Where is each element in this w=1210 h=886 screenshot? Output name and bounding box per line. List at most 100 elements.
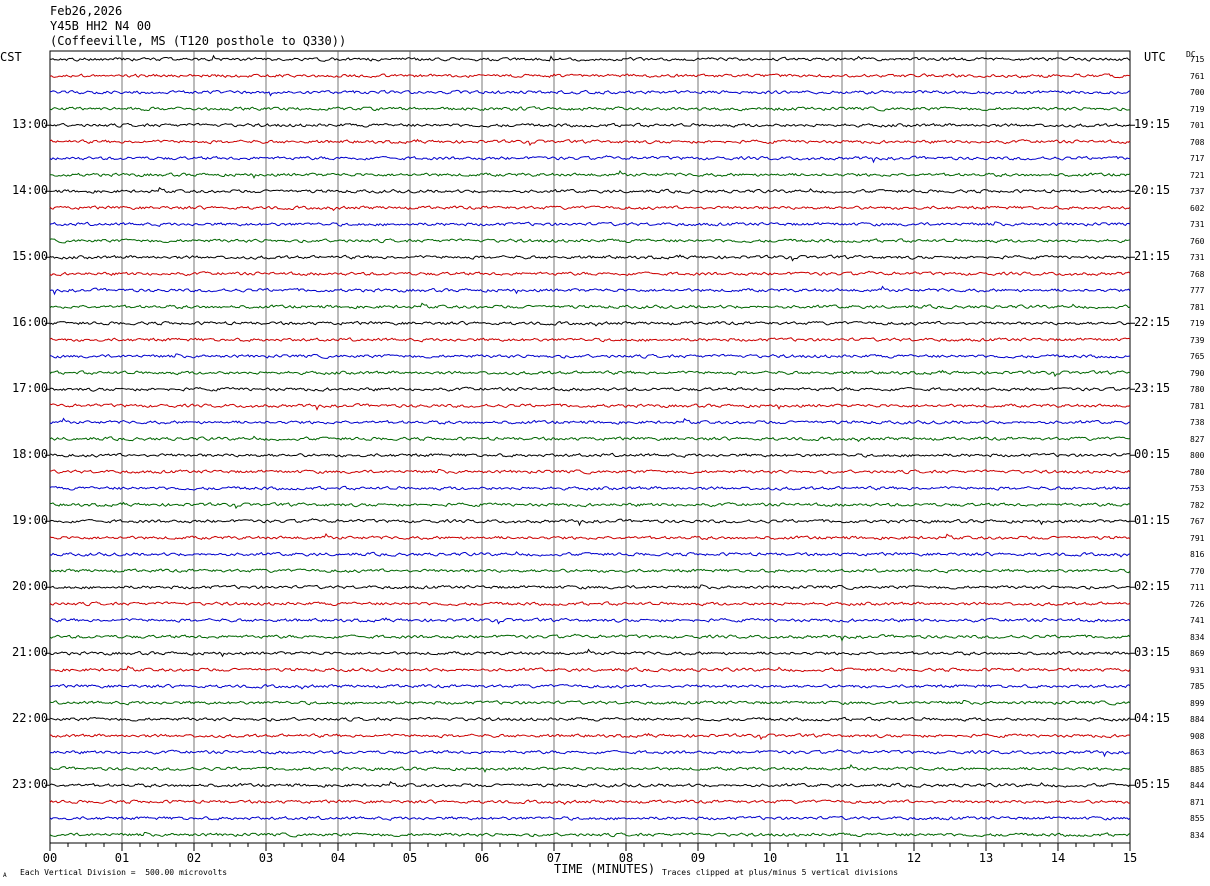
dc-offset-value: 871: [1190, 797, 1205, 807]
x-tick-label: 01: [114, 851, 130, 865]
x-tick-label: 09: [690, 851, 706, 865]
left-hour-label: 19:00: [12, 513, 49, 528]
dc-offset-value: 816: [1190, 550, 1205, 560]
trace-line: [49, 799, 1131, 806]
trace-line: [49, 831, 1131, 838]
dc-offset-value: 731: [1190, 253, 1205, 263]
right-hour-label: 21:15: [1134, 249, 1171, 264]
plot-frame: [49, 50, 1131, 844]
dc-offset-value: 737: [1190, 187, 1205, 197]
trace-line: [49, 551, 1131, 558]
dc-offset-value: 800: [1190, 451, 1205, 461]
trace-line: [49, 533, 1131, 541]
dc-offset-value: 726: [1190, 599, 1205, 609]
trace-line: [49, 320, 1131, 327]
dc-offset-value: 770: [1190, 566, 1205, 576]
trace-line: [49, 749, 1131, 758]
dc-offset-value: 855: [1190, 814, 1205, 824]
right-hour-label: 19:15: [1134, 117, 1171, 132]
scale-note: Each Vertical Division = 500.00 microvol…: [20, 868, 228, 877]
trace-line: [49, 633, 1131, 642]
trace-line: [49, 601, 1131, 607]
x-tick-label: 05: [402, 851, 418, 865]
x-tick-label: 13: [978, 851, 994, 865]
right-hour-label: 05:15: [1134, 777, 1171, 792]
left-hour-label: 16:00: [12, 315, 49, 330]
trace-line: [49, 221, 1131, 227]
clip-note: Traces clipped at plus/minus 5 vertical …: [662, 868, 899, 877]
trace-line: [49, 501, 1131, 510]
right-hour-label: 23:15: [1134, 381, 1171, 396]
dc-offset-value: 765: [1190, 352, 1205, 362]
trace-line: [49, 54, 1131, 62]
trace-line: [49, 764, 1131, 773]
left-hour-label: 15:00: [12, 249, 49, 264]
dc-offset-value: 731: [1190, 220, 1205, 230]
dc-offset-value: 700: [1190, 88, 1205, 98]
dc-offset-value: 827: [1190, 434, 1205, 444]
right-hour-label: 01:15: [1134, 513, 1171, 528]
x-tick-label: 07: [546, 851, 562, 865]
dc-offset-value: 782: [1190, 500, 1205, 510]
dc-offset-value: 719: [1190, 104, 1205, 114]
trace-line: [49, 568, 1131, 574]
dc-offset-value: 768: [1190, 269, 1205, 279]
x-tick-label: 00: [42, 851, 58, 865]
trace-line: [49, 138, 1131, 147]
dc-offset-value: 760: [1190, 236, 1205, 246]
right-hour-label: 22:15: [1134, 315, 1171, 330]
left-hour-label: 13:00: [12, 117, 49, 132]
x-tick-label: 14: [1050, 851, 1066, 865]
trace-line: [49, 452, 1131, 458]
trace-line: [49, 353, 1131, 359]
x-tick-label: 02: [186, 851, 202, 865]
dc-offset-value: 844: [1190, 781, 1205, 791]
right-hour-label: 04:15: [1134, 711, 1171, 726]
x-tick-label: 12: [906, 851, 922, 865]
x-tick-label: 11: [834, 851, 850, 865]
trace-line: [49, 155, 1131, 164]
trace-line: [49, 435, 1131, 443]
trace-line: [49, 122, 1131, 128]
trace-line: [49, 270, 1131, 277]
trace-line: [49, 683, 1131, 690]
trace-line: [49, 815, 1131, 821]
left-hour-label: 14:00: [12, 183, 49, 198]
x-tick-label: 06: [474, 851, 490, 865]
x-axis-title: TIME (MINUTES): [554, 862, 656, 876]
dc-offset-value: 899: [1190, 698, 1205, 708]
dc-offset-value: 785: [1190, 682, 1205, 692]
right-timezone-label: UTC: [1144, 50, 1166, 64]
x-tick-label: 08: [618, 851, 634, 865]
dc-offset-value: 719: [1190, 319, 1205, 329]
right-hour-label: 02:15: [1134, 579, 1171, 594]
left-hour-label: 18:00: [12, 447, 49, 462]
trace-line: [49, 89, 1131, 97]
left-hour-label: 22:00: [12, 711, 49, 726]
header-station: Y45B HH2 N4 00: [50, 19, 152, 33]
trace-line: [49, 485, 1131, 491]
left-hour-label: 17:00: [12, 381, 49, 396]
dc-offset-value: 781: [1190, 401, 1205, 411]
trace-line: [49, 468, 1131, 475]
dc-offset-value: 834: [1190, 632, 1205, 642]
right-hour-label: 00:15: [1134, 447, 1171, 462]
trace-line: [49, 403, 1131, 411]
right-hour-label: 20:15: [1134, 183, 1171, 198]
trace-line: [49, 73, 1131, 79]
trace-line: [49, 417, 1131, 425]
dc-offset-value: 791: [1190, 533, 1205, 543]
dc-column-label: DC: [1186, 50, 1196, 59]
trace-line: [49, 732, 1131, 741]
dc-offset-value: 884: [1190, 715, 1205, 725]
dc-offset-value: 739: [1190, 335, 1205, 345]
dc-offset-value: 738: [1190, 418, 1205, 428]
dc-offset-value: 721: [1190, 170, 1205, 180]
trace-line: [49, 665, 1131, 673]
x-tick-label: 04: [330, 851, 346, 865]
trace-line: [49, 186, 1131, 194]
trace-line: [49, 716, 1131, 722]
trace-line: [49, 106, 1131, 112]
dc-offset-value: 908: [1190, 731, 1205, 741]
